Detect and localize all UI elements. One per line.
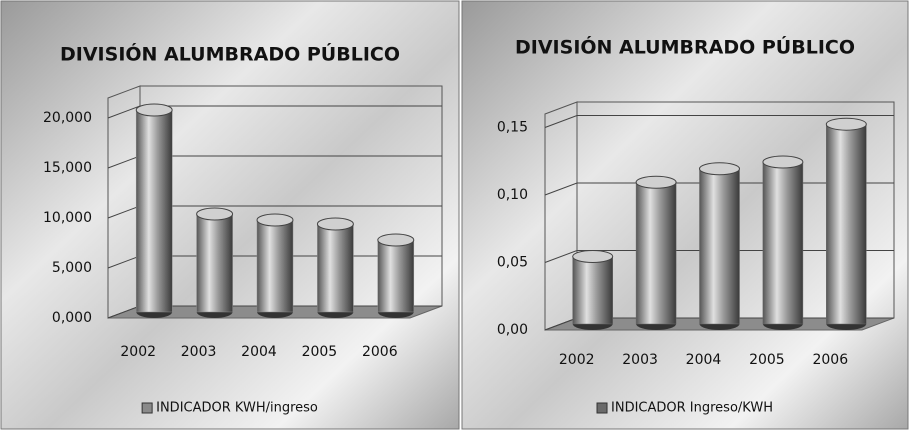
bar-top	[825, 117, 867, 131]
chart-title: DIVISIÓN ALUMBRADO PÚBLICO	[60, 42, 400, 66]
x-tick-label: 2003	[181, 344, 217, 360]
bar-top	[196, 207, 234, 221]
x-tick-label: 2002	[120, 344, 156, 360]
x-tick-label: 2004	[241, 344, 277, 360]
chart-title: DIVISIÓN ALUMBRADO PÚBLICO	[515, 35, 855, 59]
y-tick-label: 0,00	[497, 322, 528, 338]
y-tick-label: 0,05	[497, 255, 528, 271]
y-tick-label: 10,000	[43, 210, 92, 226]
bar-top	[135, 103, 173, 117]
y-tick-label: 0,000	[52, 310, 92, 326]
y-tick-label: 0,10	[497, 187, 528, 203]
y-tick-label: 0,15	[497, 120, 528, 136]
bar	[256, 219, 294, 313]
bar	[196, 213, 233, 313]
bar	[699, 168, 740, 325]
bar-top	[316, 217, 354, 231]
bar	[635, 182, 677, 325]
bar	[572, 256, 613, 325]
bar	[377, 239, 415, 313]
legend-swatch	[141, 402, 153, 414]
x-tick-label: 2003	[622, 352, 658, 368]
y-tick-label: 20,000	[43, 110, 92, 126]
x-tick-label: 2006	[812, 352, 848, 368]
bar-top	[635, 175, 677, 189]
legend-swatch	[596, 402, 608, 414]
x-tick-label: 2004	[686, 352, 722, 368]
bar-top	[256, 213, 294, 227]
legend-label: INDICADOR KWH/ingreso	[156, 401, 318, 416]
bar-top	[377, 233, 415, 247]
legend-label: INDICADOR Ingreso/KWH	[611, 401, 773, 416]
x-tick-label: 2005	[749, 352, 785, 368]
x-tick-label: 2002	[559, 352, 595, 368]
bar-top	[762, 155, 804, 169]
grid-line	[544, 115, 894, 128]
bar	[135, 109, 173, 313]
y-tick-label: 5,000	[52, 260, 92, 276]
bar	[762, 161, 804, 325]
bar	[826, 123, 867, 325]
y-tick-label: 15,000	[43, 160, 92, 176]
x-tick-label: 2005	[302, 344, 338, 360]
bar	[317, 223, 354, 313]
bar-top	[699, 162, 740, 176]
x-tick-label: 2006	[362, 344, 398, 360]
bar-top	[572, 250, 614, 263]
